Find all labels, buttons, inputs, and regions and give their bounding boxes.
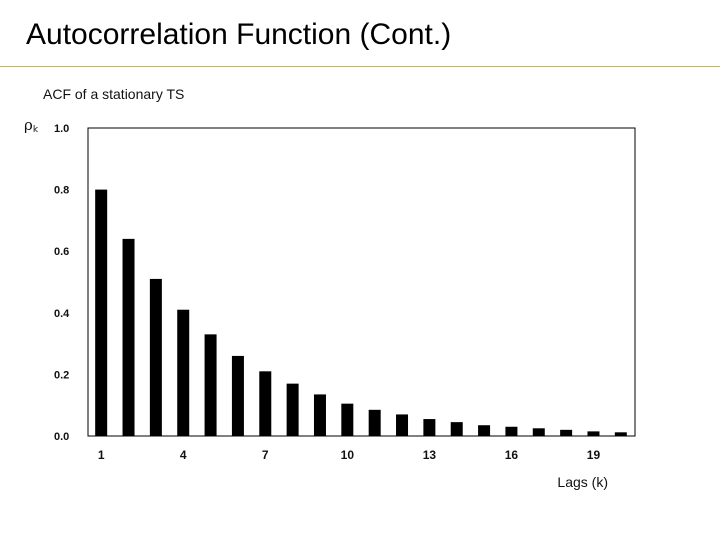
y-tick-label: 0.0: [54, 431, 69, 443]
y-tick-label: 0.2: [54, 369, 69, 381]
x-tick-label: 19: [587, 448, 601, 462]
x-tick-label: 4: [180, 448, 187, 462]
y-axis-label-rho: ρ: [24, 116, 33, 134]
acf-bar-lag-1: [95, 189, 108, 436]
acf-bar-lag-18: [560, 429, 573, 436]
acf-bar-lag-6: [231, 355, 244, 436]
x-tick-label: 1: [98, 448, 105, 462]
x-tick-label: 10: [341, 448, 355, 462]
acf-bar-lag-19: [587, 431, 600, 436]
acf-bar-lag-11: [368, 409, 381, 436]
acf-bar-lag-13: [423, 419, 436, 436]
y-axis-label: ρk: [24, 116, 39, 135]
x-tick-label: 16: [505, 448, 519, 462]
plot-frame: [87, 127, 636, 437]
x-axis-label: Lags (k): [557, 474, 608, 490]
x-tick-label: 13: [423, 448, 437, 462]
acf-bar-lag-5: [204, 334, 217, 436]
x-tick-label: 7: [262, 448, 269, 462]
acf-bar-lag-12: [396, 414, 409, 436]
title-divider: [0, 66, 720, 67]
y-tick-label: 0.6: [54, 246, 69, 258]
acf-bar-lag-16: [505, 426, 518, 436]
acf-bar-lag-2: [122, 238, 135, 436]
acf-bar-lag-8: [286, 383, 299, 436]
bars: [95, 189, 627, 436]
acf-bar-lag-7: [259, 371, 272, 436]
y-axis-label-subscript: k: [33, 125, 39, 135]
slide-title: Autocorrelation Function (Cont.): [26, 18, 452, 51]
acf-bar-lag-14: [450, 422, 463, 436]
chart-subtitle: ACF of a stationary TS: [43, 86, 184, 102]
acf-bar-lag-20: [614, 432, 627, 436]
acf-bar-lag-3: [149, 278, 162, 436]
acf-bar-lag-9: [313, 394, 326, 436]
acf-bar-lag-10: [341, 403, 354, 436]
y-tick-labels: 0.0 0.2 0.4 0.6 0.8 1.0: [54, 123, 70, 443]
y-tick-label: 1.0: [54, 123, 69, 135]
y-tick-label: 0.8: [54, 185, 69, 197]
y-tick-label: 0.4: [54, 308, 70, 320]
acf-bar-lag-15: [478, 425, 491, 436]
acf-bar-lag-4: [177, 309, 190, 436]
x-tick-labels: 1 4 7 10 13 16 19: [98, 448, 601, 462]
acf-bar-lag-17: [532, 428, 545, 436]
